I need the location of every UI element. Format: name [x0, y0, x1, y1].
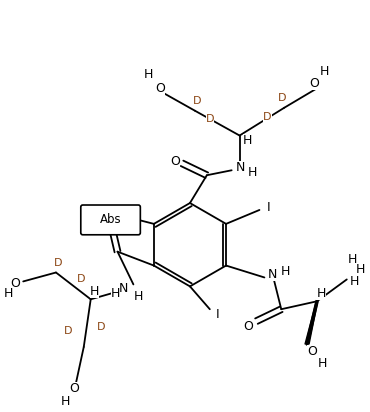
Text: H: H	[350, 275, 359, 288]
Text: H: H	[4, 287, 13, 300]
Text: H: H	[356, 263, 365, 276]
Text: O: O	[170, 155, 180, 168]
Text: O: O	[98, 213, 108, 225]
Text: H: H	[134, 290, 143, 303]
Text: H: H	[61, 395, 71, 408]
FancyBboxPatch shape	[81, 205, 140, 235]
Text: N: N	[268, 268, 277, 281]
Text: H: H	[280, 265, 290, 278]
Text: O: O	[307, 345, 317, 358]
Text: D: D	[206, 114, 214, 124]
Text: D: D	[54, 258, 62, 267]
Text: H: H	[90, 285, 100, 298]
Text: I: I	[266, 201, 270, 215]
Text: H: H	[319, 65, 329, 77]
Text: N: N	[236, 161, 245, 174]
Text: I: I	[216, 308, 219, 321]
Text: H: H	[316, 287, 326, 300]
Text: N: N	[119, 282, 128, 295]
Text: H: H	[248, 166, 257, 179]
Text: D: D	[278, 93, 286, 103]
Text: H: H	[111, 287, 120, 300]
Text: O: O	[243, 320, 253, 332]
Text: O: O	[10, 277, 20, 290]
Text: Abs: Abs	[100, 213, 121, 227]
Text: O: O	[69, 382, 79, 395]
Text: O: O	[309, 77, 319, 90]
Text: D: D	[77, 274, 85, 284]
Text: H: H	[144, 68, 153, 82]
Text: H: H	[317, 357, 327, 370]
Text: H: H	[348, 253, 357, 266]
Text: D: D	[64, 326, 72, 336]
Text: D: D	[193, 96, 201, 106]
Text: H: H	[243, 134, 252, 147]
Text: D: D	[97, 322, 105, 332]
Text: O: O	[155, 82, 165, 96]
Text: D: D	[263, 112, 272, 122]
